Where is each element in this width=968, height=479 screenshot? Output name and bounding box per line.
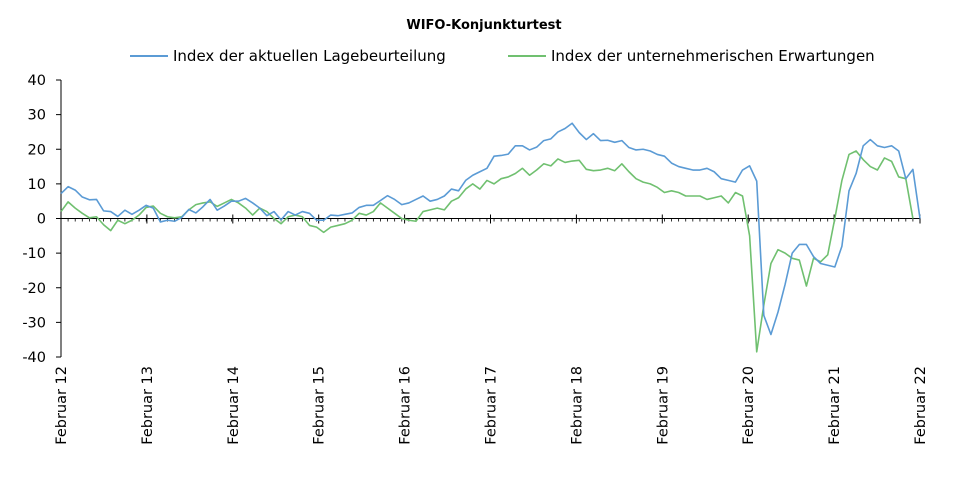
x-tick-label: Februar 12 [54, 366, 70, 445]
x-tick-label: Februar 17 [484, 366, 500, 445]
y-tick-label: 0 [37, 212, 46, 228]
series-line-erwartungen [60, 150, 914, 353]
y-tick-label: -20 [22, 281, 46, 297]
legend-label-erwartungen: Index der unternehmerischen Erwartungen [551, 47, 875, 65]
y-tick-label: 40 [28, 73, 46, 89]
y-tick-label: -40 [22, 350, 46, 366]
y-tick-label: 20 [28, 142, 46, 158]
x-tick-label: Februar 15 [312, 366, 328, 445]
x-tick-label: Februar 16 [398, 366, 414, 445]
y-axis: -40 -30 -20 -10 0 10 20 30 40 [22, 73, 62, 366]
y-tick-label: 10 [28, 177, 46, 193]
legend-label-lagebeurteilung: Index der aktuellen Lagebeurteilung [173, 47, 446, 65]
x-tick-label: Februar 14 [226, 366, 242, 445]
x-tick-label: Februar 19 [655, 366, 671, 445]
chart-title: WIFO-Konjunkturtest [406, 18, 561, 33]
legend: Index der aktuellen Lagebeurteilung Inde… [130, 47, 875, 65]
x-tick-label: Februar 21 [827, 366, 843, 445]
series-layer [60, 122, 921, 353]
y-tick-label: 30 [28, 108, 46, 124]
series-line-lagebeurteilung [60, 122, 921, 336]
y-tick-label: -10 [22, 246, 46, 262]
x-tick-label: Februar 18 [569, 366, 585, 445]
y-tick-label: -30 [22, 315, 46, 331]
x-tick-label: Februar 22 [913, 366, 929, 445]
x-tick-label: Februar 13 [140, 366, 156, 445]
x-axis: Februar 12 Februar 13 Februar 14 Februar 15… [54, 214, 929, 445]
x-tick-label: Februar 20 [741, 366, 757, 445]
